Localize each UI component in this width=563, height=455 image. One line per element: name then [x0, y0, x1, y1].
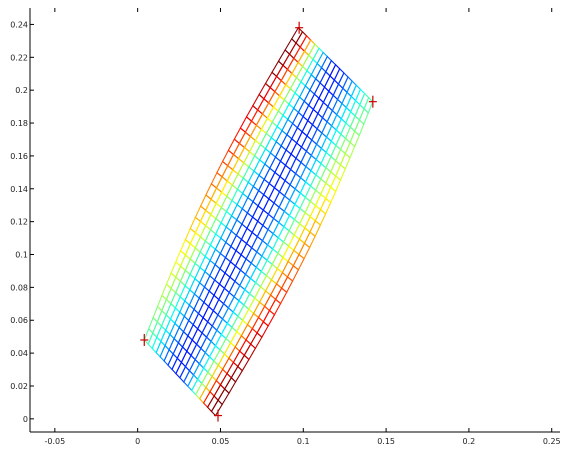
y-tick-label: 0.1: [15, 251, 28, 260]
x-tick-label: -0.05: [44, 437, 65, 446]
x-tick-label: 0.1: [297, 437, 310, 446]
y-tick-label: 0.22: [10, 53, 28, 62]
x-tick-label: 0: [135, 437, 140, 446]
y-tick-label: 0.24: [10, 20, 28, 29]
y-tick-label: 0.04: [10, 349, 28, 358]
axes: 0 0.02 0.04 0.06 0.08 0.1 0.12 0.14 0.16 0.18 0.2 0…: [10, 8, 561, 446]
y-tick-label: 0.12: [10, 218, 28, 227]
x-tick-label: 0.05: [212, 437, 230, 446]
y-tick-label: 0.16: [10, 152, 28, 161]
x-tick-label: 0.2: [463, 437, 476, 446]
mesh-cell: [363, 96, 374, 114]
y-tick-label: 0.2: [15, 86, 28, 95]
y-tick-label: 0.02: [10, 382, 28, 391]
x-tick-label: 0.25: [543, 437, 561, 446]
y-tick-label: 0.08: [10, 283, 28, 292]
y-tick-label: 0.18: [10, 119, 28, 128]
y-tick-label: 0.06: [10, 316, 28, 325]
mesh-cells: [143, 26, 374, 417]
x-tick-label: 0.15: [377, 437, 395, 446]
y-tick-label: 0.14: [10, 185, 28, 194]
y-tick-label: 0: [23, 415, 28, 424]
support-markers: [140, 21, 377, 422]
